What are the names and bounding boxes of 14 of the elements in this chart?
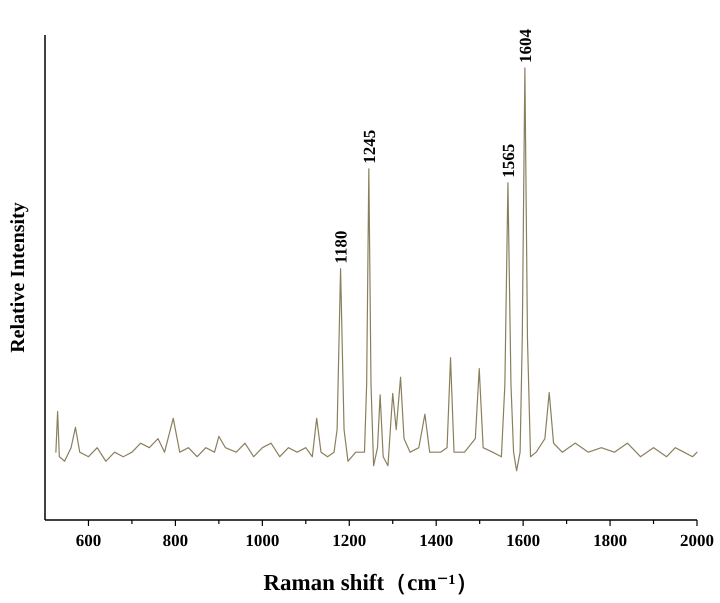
annotation: 1604 <box>516 28 535 63</box>
y-axis-title: Relative Intensity <box>7 202 29 353</box>
annotation: 1180 <box>332 230 351 264</box>
x-tick-label: 1000 <box>245 531 280 550</box>
x-tick-label: 1200 <box>332 531 366 550</box>
x-tick-label: 600 <box>76 531 102 550</box>
annotation: 1245 <box>360 130 379 164</box>
x-tick-label: 800 <box>162 531 188 550</box>
annotation: 1565 <box>498 144 518 178</box>
x-tick-label: 2000 <box>680 531 714 550</box>
x-tick-label: 1600 <box>506 531 540 550</box>
x-axis-title: Raman shift（cm⁻¹） <box>263 570 479 595</box>
x-tick-label: 1800 <box>593 531 628 550</box>
x-tick-label: 1400 <box>419 531 454 550</box>
